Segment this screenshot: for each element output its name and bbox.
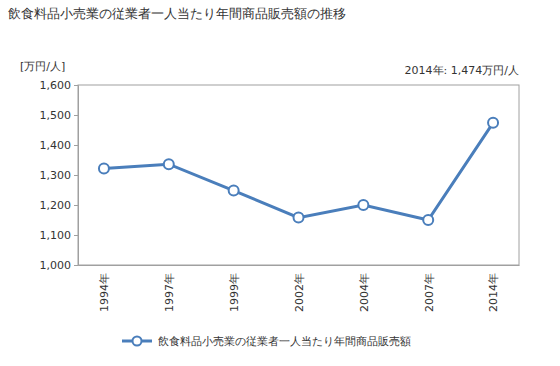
- y-tick: 1,300: [40, 169, 79, 182]
- y-tick-label: 1,600: [40, 79, 72, 92]
- y-tick-label: 1,200: [40, 199, 72, 212]
- x-tick-label: 2014年: [487, 273, 500, 312]
- y-tick: 1,600: [40, 79, 79, 92]
- y-tick-mark: [74, 265, 78, 266]
- point: [229, 186, 239, 196]
- x-tick: 1994年: [98, 265, 111, 312]
- legend-label: 飲食料品小売業の従業者一人当たり年間商品販売額: [158, 335, 411, 348]
- y-tick-mark: [74, 115, 78, 116]
- x-tick: 2002年: [293, 265, 306, 312]
- x-axis-line: [79, 265, 520, 266]
- x-tick: 2004年: [358, 265, 371, 312]
- y-tick: 1,000: [40, 259, 79, 272]
- marks: [99, 118, 498, 225]
- plot-frame: [78, 85, 519, 265]
- chart: 飲食料品小売業の従業者一人当たり年間商品販売額の推移 [万円/人] 2014年: 1…: [0, 0, 560, 366]
- legend-marker: [133, 337, 142, 346]
- y-tick-mark: [74, 205, 78, 206]
- y-axis-title: [万円/人]: [20, 60, 65, 73]
- x-tick: 2014年: [487, 265, 500, 312]
- y-axis-line: [74, 86, 79, 266]
- y-tick-label: 1,500: [40, 109, 72, 122]
- x-tick: 1997年: [163, 265, 176, 312]
- series-line: [104, 123, 493, 220]
- point: [294, 213, 304, 223]
- point: [164, 159, 174, 169]
- x-tick-label: 1997年: [163, 273, 176, 312]
- y-tick-mark: [74, 235, 78, 236]
- y-tick-label: 1,300: [40, 169, 72, 182]
- point: [488, 118, 498, 128]
- y-axis: 1,000 1,100 1,200 1,300 1,400 1,500 1,600: [40, 79, 79, 272]
- point: [358, 200, 368, 210]
- y-tick-label: 1,000: [40, 259, 72, 272]
- x-tick-label: 1994年: [98, 273, 111, 312]
- y-tick: 1,500: [40, 109, 79, 122]
- x-axis: 1994年 1997年 1999年 2002年 2004年 2007年 2014年: [79, 265, 520, 312]
- title: 飲食料品小売業の従業者一人当たり年間商品販売額の推移: [8, 6, 346, 21]
- x-tick-label: 2007年: [423, 273, 436, 312]
- y-tick-mark: [74, 85, 78, 86]
- y-tick: 1,200: [40, 199, 79, 212]
- x-tick: 1999年: [228, 265, 241, 312]
- x-tick-label: 2004年: [358, 273, 371, 312]
- y-tick-label: 1,100: [40, 229, 72, 242]
- x-tick-label: 1999年: [228, 273, 241, 312]
- y-tick: 1,100: [40, 229, 79, 242]
- y-tick-label: 1,400: [40, 139, 72, 152]
- point: [423, 215, 433, 225]
- y-tick-mark: [74, 145, 78, 146]
- legend: 飲食料品小売業の従業者一人当たり年間商品販売額: [122, 335, 411, 348]
- annotation: 2014年: 1,474万円/人: [405, 64, 519, 77]
- point: [99, 163, 109, 173]
- x-tick: 2007年: [423, 265, 436, 312]
- y-tick: 1,400: [40, 139, 79, 152]
- y-tick-mark: [74, 175, 78, 176]
- x-tick-label: 2002年: [293, 273, 306, 312]
